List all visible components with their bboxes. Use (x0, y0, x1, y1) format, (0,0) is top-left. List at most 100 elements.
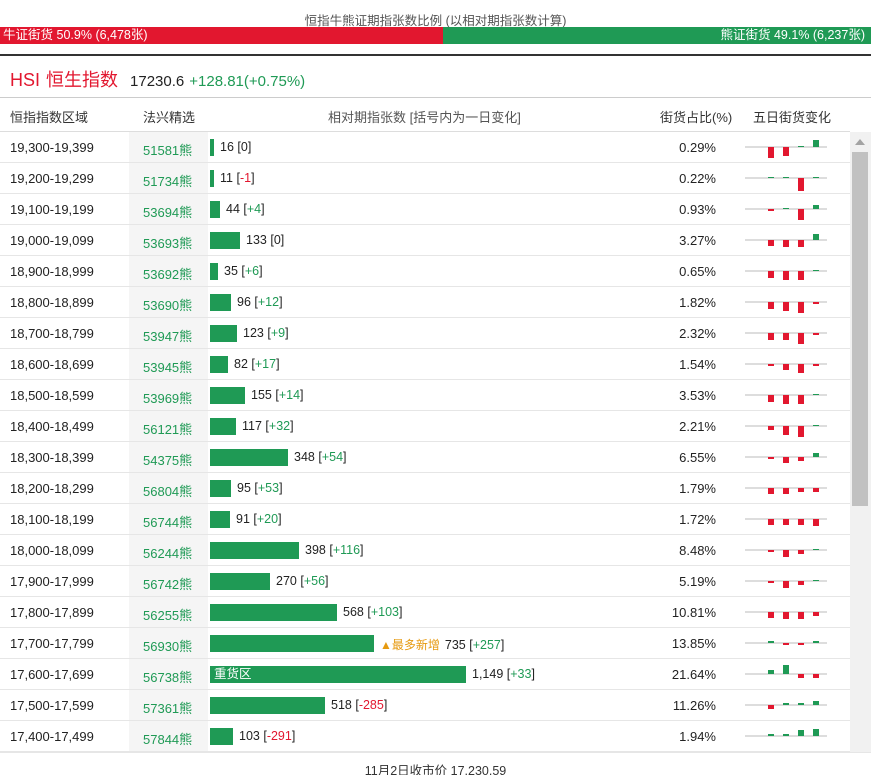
count-value: 82 [+17] (234, 357, 280, 371)
table-row[interactable]: 18,100-18,199 56744熊 91 [+20] 1.72% (0, 504, 850, 535)
count-bar (210, 480, 231, 497)
five-day-sparkline (745, 394, 827, 404)
share-pct: 2.21% (679, 419, 716, 434)
warrant-link[interactable]: 56930熊 (143, 639, 193, 654)
count-text: 82 (234, 357, 248, 371)
bull-count: (6,478张) (95, 28, 148, 42)
sparkline-bar (813, 364, 819, 366)
table-row[interactable]: 18,300-18,399 54375熊 348 [+54] 6.55% (0, 442, 850, 473)
table-header: 恒指指数区域 法兴精选 相对期指张数 [括号内为一日变化] 街货占比(%) 五日… (0, 98, 871, 131)
count-value: 568 [+103] (343, 605, 403, 619)
warrant-link[interactable]: 56744熊 (143, 515, 193, 530)
five-day-sparkline (745, 363, 827, 373)
count-value: 91 [+20] (236, 512, 282, 526)
count-text: 155 (251, 388, 272, 402)
warrant-link[interactable]: 56742熊 (143, 577, 193, 592)
warrant-cell: 53693熊 (129, 225, 208, 255)
sparkline-bar (783, 177, 789, 178)
warrant-link[interactable]: 53690熊 (143, 298, 193, 313)
divider (0, 97, 871, 98)
table-row[interactable]: 18,500-18,599 53969熊 155 [+14] 3.53% (0, 380, 850, 411)
warrant-link[interactable]: 53945熊 (143, 360, 193, 375)
sparkline-bar (798, 730, 804, 736)
five-day-sparkline (745, 518, 827, 526)
table-row[interactable]: 18,900-18,999 53692熊 35 [+6] 0.65% (0, 256, 850, 287)
table-row[interactable]: 19,300-19,399 51581熊 16 [0] 0.29% (0, 132, 850, 163)
sparkline-bar (798, 178, 804, 191)
share-pct: 2.32% (679, 326, 716, 341)
warrant-link[interactable]: 53694熊 (143, 205, 193, 220)
header-range: 恒指指数区域 (10, 110, 89, 125)
divider (0, 54, 871, 56)
sparkline-bar (768, 641, 774, 643)
table-row[interactable]: 18,700-18,799 53947熊 123 [+9] 2.32% (0, 318, 850, 349)
index-code[interactable]: HSI (10, 70, 41, 90)
table-row[interactable]: 17,900-17,999 56742熊 270 [+56] 5.19% (0, 566, 850, 597)
count-bar (210, 418, 236, 435)
table-row[interactable]: 19,000-19,099 53693熊 133 [0] 3.27% (0, 225, 850, 256)
range-cell: 18,700-18,799 (10, 326, 94, 341)
warrant-link[interactable]: 56804熊 (143, 484, 193, 499)
warrant-link[interactable]: 53693熊 (143, 236, 193, 251)
sparkline-bar (813, 205, 819, 209)
table-row[interactable]: 19,200-19,299 51734熊 11 [-1] 0.22% (0, 163, 850, 194)
sparkline-bar (813, 641, 819, 643)
warrant-link[interactable]: 53947熊 (143, 329, 193, 344)
warrant-link[interactable]: 56738熊 (143, 670, 193, 685)
bear-ratio-segment: 熊证街货 49.1% (6,237张) (443, 27, 871, 44)
table-row[interactable]: 17,700-17,799 56930熊 ▲最多新增 735 [+257] 13.85% (0, 628, 850, 659)
sparkline-bar (768, 147, 774, 158)
table-row[interactable]: 17,600-17,699 56738熊 重货区 1,149 [+33] 21.64% (0, 659, 850, 690)
index-name[interactable]: 恒生指数 (46, 70, 119, 90)
sparkline-bar (813, 140, 819, 147)
scroll-up-arrow-icon[interactable] (855, 139, 865, 145)
table-row[interactable]: 18,200-18,299 56804熊 95 [+53] 1.79% (0, 473, 850, 504)
sparkline-bar (798, 643, 804, 645)
scrollbar-thumb[interactable] (852, 152, 868, 506)
share-pct: 1.54% (679, 357, 716, 372)
five-day-sparkline (745, 701, 827, 709)
table-row[interactable]: 17,500-17,599 57361熊 518 [-285] 11.26% (0, 690, 850, 721)
count-value: 103 [-291] (239, 729, 296, 743)
count-text: 44 (226, 202, 240, 216)
warrant-link[interactable]: 56255熊 (143, 608, 193, 623)
table-row[interactable]: 18,400-18,499 56121熊 117 [+32] 2.21% (0, 411, 850, 442)
warrant-link[interactable]: 53969熊 (143, 391, 193, 406)
warrant-link[interactable]: 54375熊 (143, 453, 193, 468)
range-cell: 19,200-19,299 (10, 171, 94, 186)
table-row[interactable]: 18,000-18,099 56244熊 398 [+116] 8.48% (0, 535, 850, 566)
warrant-link[interactable]: 53692熊 (143, 267, 193, 282)
count-text: 568 (343, 605, 364, 619)
warrant-cell: 56804熊 (129, 473, 208, 503)
count-bar (210, 728, 233, 745)
warrant-link[interactable]: 56244熊 (143, 546, 193, 561)
five-day-sparkline (745, 580, 827, 588)
share-pct: 0.29% (679, 140, 716, 155)
warrant-link[interactable]: 56121熊 (143, 422, 193, 437)
warrant-link[interactable]: 57844熊 (143, 732, 193, 747)
range-cell: 19,000-19,099 (10, 233, 94, 248)
warrant-link[interactable]: 51734熊 (143, 174, 193, 189)
table-row[interactable]: 19,100-19,199 53694熊 44 [+4] 0.93% (0, 194, 850, 225)
share-pct: 1.82% (679, 295, 716, 310)
bear-pct: 49.1% (773, 28, 810, 42)
table-row[interactable]: 17,800-17,899 56255熊 568 [+103] 10.81% (0, 597, 850, 628)
warrant-link[interactable]: 57361熊 (143, 701, 193, 716)
five-day-sparkline (745, 140, 827, 158)
count-text: 16 (220, 140, 234, 154)
daily-change: -285 (358, 698, 384, 712)
sparkline-bar (798, 703, 804, 705)
count-value: 348 [+54] (294, 450, 347, 464)
sparkline-bar (768, 581, 774, 583)
table-row[interactable]: 18,800-18,899 53690熊 96 [+12] 1.82% (0, 287, 850, 318)
sparkline-bar (798, 612, 804, 619)
share-pct: 21.64% (671, 667, 716, 682)
sparkline-bar (783, 643, 789, 645)
sparkline-bar (768, 519, 774, 525)
warrant-link[interactable]: 51581熊 (143, 143, 193, 158)
daily-change: +12 (257, 295, 280, 309)
scrollbar[interactable] (850, 132, 871, 752)
table-row[interactable]: 18,600-18,699 53945熊 82 [+17] 1.54% (0, 349, 850, 380)
sparkline-bar (783, 665, 789, 674)
table-row[interactable]: 17,400-17,499 57844熊 103 [-291] 1.94% (0, 721, 850, 752)
